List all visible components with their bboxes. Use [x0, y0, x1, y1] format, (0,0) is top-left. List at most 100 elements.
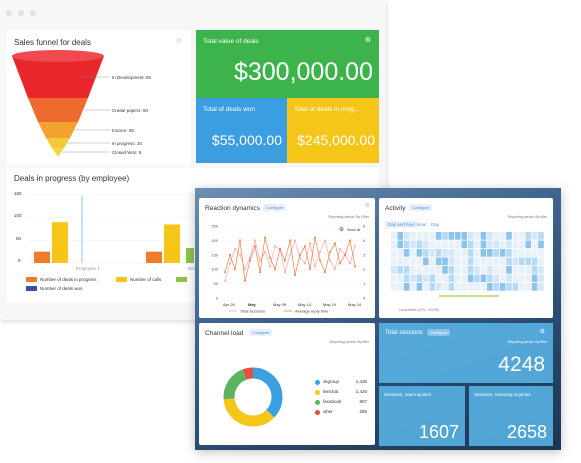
legend-label: Average reply time — [295, 309, 329, 314]
tab-day-and-hour[interactable]: Day and hour — [385, 221, 419, 228]
total-value-tile: Total value of deals ⚙ $300,000.00 — [196, 30, 379, 98]
heatmap-cell — [448, 266, 455, 274]
legend-swatch — [26, 277, 37, 282]
settings-icon[interactable]: ⚙ — [364, 37, 371, 44]
x-tick: Employee 1 — [76, 266, 100, 271]
widget-title: Reaction dynamics — [205, 205, 260, 212]
y-tick: 50 — [214, 281, 219, 286]
total-sessions-point — [254, 239, 256, 242]
average-reply-time-point — [289, 239, 291, 242]
widget-title: Channel load — [205, 330, 244, 337]
heatmap-cell — [538, 283, 544, 291]
heatmap-cell — [435, 232, 442, 240]
heatmap-cell — [442, 249, 448, 257]
heatmap-cell — [531, 232, 538, 240]
configure-button[interactable]: Configure — [409, 204, 433, 211]
heatmap-cell — [423, 283, 429, 291]
tab-hour[interactable]: Hour — [417, 222, 427, 227]
heatmap-cell — [519, 249, 525, 257]
average-reply-time-point — [309, 268, 311, 271]
heatmap-cell — [397, 257, 403, 266]
zoom-icon[interactable]: ⊕ — [339, 227, 345, 233]
x-tick: Em — [188, 266, 195, 271]
y-tick: 250 — [211, 224, 218, 229]
heatmap-cell — [448, 257, 455, 266]
heatmap-cell — [531, 240, 538, 249]
heatmap-cell — [403, 266, 410, 274]
heatmap-cell — [423, 274, 429, 283]
heatmap-cell — [480, 266, 487, 274]
configure-button[interactable]: Configure — [263, 204, 287, 211]
heatmap-cell — [531, 266, 538, 274]
average-reply-time-point — [334, 242, 336, 245]
total-sessions-point — [289, 253, 291, 256]
window-dot[interactable] — [18, 10, 24, 16]
funnel-label: In Development: 65 — [112, 75, 152, 80]
widget-title: Activity — [385, 205, 406, 212]
settings-icon[interactable]: ⚙ — [539, 329, 545, 335]
funnel-stage-progress — [46, 138, 70, 148]
heatmap-cell — [487, 266, 493, 274]
funnel-stage-invoice — [38, 122, 78, 138]
average-reply-time-point — [324, 271, 326, 274]
average-reply-time-point — [269, 256, 271, 259]
bar — [52, 222, 68, 263]
window-dot[interactable] — [6, 10, 12, 16]
channel-item: livechat 1,426 — [315, 389, 367, 397]
sales-funnel-title: Sales funnel for deals — [14, 38, 91, 47]
funnel-top — [12, 50, 104, 62]
heatmap-cell — [448, 249, 455, 257]
total-sessions-point — [224, 279, 226, 282]
heatmap-cell — [429, 283, 435, 291]
heatmap-cell — [480, 274, 487, 283]
heatmap-cell — [531, 257, 538, 266]
heatmap-cell — [506, 240, 512, 249]
y-tick: 150 — [14, 191, 22, 196]
tile-title: Sessions, returning inquiries — [474, 392, 531, 397]
y-tick-right: 0 — [363, 296, 366, 301]
heatmap-cell — [493, 283, 499, 291]
channel-name: viber — [323, 409, 333, 414]
heatmap-cell — [435, 266, 442, 274]
y-tick-right: 2 — [363, 267, 366, 272]
y-tick: 0 — [18, 258, 21, 263]
y-tick: 200 — [211, 238, 218, 243]
heatmap-cell — [435, 283, 442, 291]
window-dot[interactable] — [30, 10, 36, 16]
heatmap-cell — [538, 232, 544, 240]
bar — [186, 248, 194, 263]
heatmap-cell — [410, 240, 416, 249]
heatmap-cell — [480, 283, 487, 291]
heatmap-cell — [512, 240, 519, 249]
average-reply-time-point — [274, 268, 276, 271]
settings-icon[interactable]: ⚙ — [175, 38, 182, 45]
heatmap-cell — [391, 232, 397, 240]
settings-icon[interactable]: ⚙ — [364, 203, 370, 209]
configure-button[interactable]: Configure — [427, 329, 451, 336]
average-reply-time-point — [314, 236, 316, 239]
heatmap-cell — [461, 240, 467, 249]
heatmap-cell — [512, 274, 519, 283]
show-all-button[interactable]: Show all — [347, 228, 361, 232]
heatmap-cell — [416, 232, 423, 240]
legend-label: Number of deals in progress — [40, 277, 97, 282]
heatmap-cell — [467, 257, 474, 266]
tab-day[interactable]: Day — [431, 222, 440, 227]
returning-inquiries-tile: Sessions, returning inquiries 2658 — [469, 386, 553, 446]
average-reply-time-point — [229, 253, 231, 256]
heatmap-cell — [506, 249, 512, 257]
y-tick: 0 — [216, 296, 219, 301]
configure-button[interactable]: Configure — [249, 329, 273, 336]
total-sessions-point — [319, 250, 321, 253]
heatmap-cell — [487, 274, 493, 283]
sales-funnel — [12, 50, 110, 157]
average-reply-time-point — [354, 265, 356, 268]
total-sessions-point — [239, 253, 241, 256]
heatmap-cell — [416, 274, 423, 283]
total-sessions-point — [259, 259, 261, 262]
average-reply-time-point — [304, 245, 306, 248]
channel-name: facebook — [323, 399, 342, 404]
funnel-stage-papers — [28, 98, 88, 122]
period-label: Reporting period: By filter — [507, 340, 548, 344]
y-tick-right: 4 — [363, 238, 366, 243]
